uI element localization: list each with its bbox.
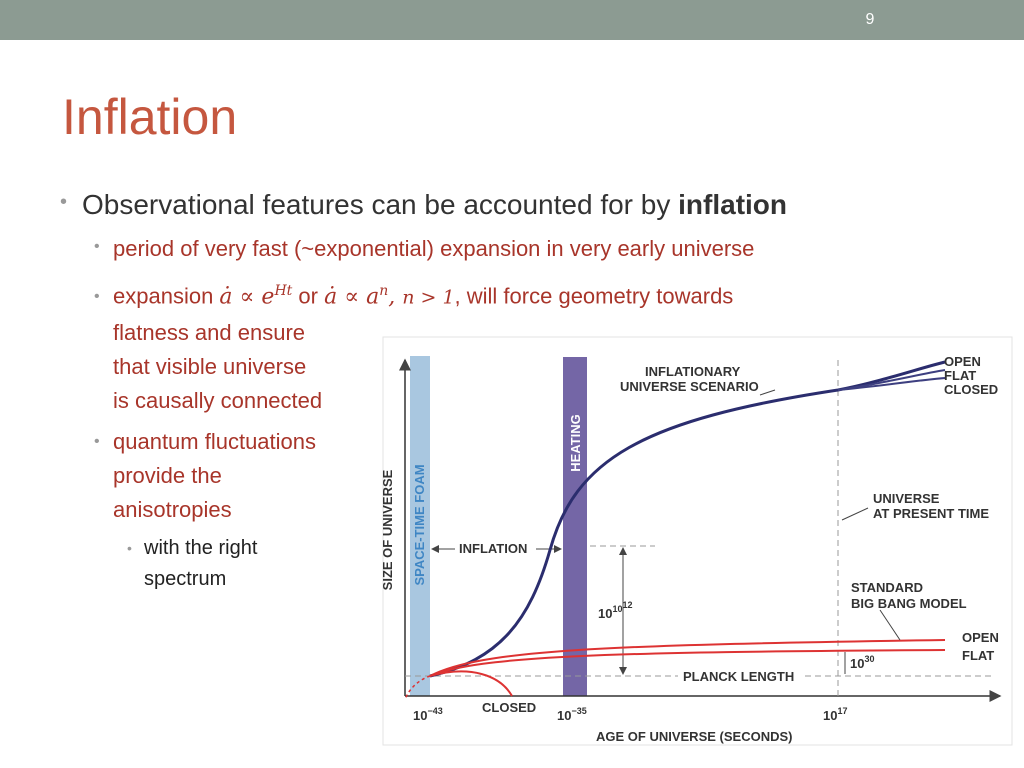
exp: −35: [571, 706, 586, 716]
base: 10: [557, 708, 571, 723]
bullet: •: [94, 433, 100, 450]
bullet-line: with the right: [144, 537, 258, 559]
bullet-text: period of very fast (~exponential) expan…: [113, 236, 755, 261]
math: ȧ ∝ e: [219, 284, 275, 310]
bullet-line: anisotropies: [113, 497, 232, 522]
text: Observational features can be accounted …: [82, 189, 679, 220]
exp: −43: [427, 706, 442, 716]
text: expansion: [113, 283, 220, 309]
inflation-curve: [429, 360, 946, 678]
label: STANDARD: [851, 580, 923, 595]
x-tick-label: 10−35: [557, 706, 587, 723]
x-tick-label: 10−43: [413, 706, 443, 723]
open-red: [429, 639, 946, 677]
exp: 10: [612, 604, 622, 614]
label: FLAT: [962, 648, 994, 663]
bullet-text: expansion ȧ ∝ eHt or ȧ ∝ an, n > 1, will…: [113, 283, 733, 309]
label: 1030: [850, 654, 874, 671]
dashed-red: [404, 675, 431, 701]
label: OPEN: [962, 630, 999, 645]
label: CLOSED: [482, 700, 536, 715]
leader: [759, 389, 776, 396]
y-axis-label: SIZE OF UNIVERSE: [380, 469, 395, 590]
math: n > 1: [402, 286, 455, 309]
label: INFLATIONARY: [645, 364, 741, 379]
base: 10: [413, 708, 427, 723]
leader: [879, 609, 901, 641]
bullet-line: is causally connected: [113, 388, 323, 413]
exp: 12: [622, 600, 632, 610]
leader: [841, 507, 869, 521]
label: FLAT: [944, 368, 976, 383]
foam-band: [410, 356, 430, 696]
bullet-line: quantum fluctuations: [113, 429, 317, 454]
emphasis: inflation: [678, 189, 788, 220]
x-tick-label: 1017: [823, 706, 847, 723]
text: , will force geometry towards: [454, 283, 734, 309]
label: INFLATION: [459, 541, 527, 556]
slide-number: 9: [865, 11, 875, 28]
bullet: •: [127, 540, 132, 556]
flat-red: [429, 649, 946, 677]
base: 10: [598, 606, 612, 621]
bullet-text: Observational features can be accounted …: [82, 189, 787, 221]
label: OPEN: [944, 354, 981, 369]
heating-label: HEATING: [568, 414, 583, 472]
label: 101012: [598, 600, 633, 621]
closed-curve: [837, 377, 946, 391]
bullet-line: spectrum: [144, 568, 227, 590]
text: or: [292, 283, 325, 309]
label: CLOSED: [944, 382, 998, 397]
slide-title: Inflation: [62, 89, 238, 145]
exp: 17: [837, 706, 847, 716]
x-axis-label: AGE OF UNIVERSE (SECONDS): [596, 729, 792, 744]
label: UNIVERSE SCENARIO: [620, 379, 759, 394]
label: PLANCK LENGTH: [683, 669, 794, 684]
label: BIG BANG MODEL: [851, 596, 967, 611]
base: 10: [823, 708, 837, 723]
bullet-line: that visible universe: [113, 354, 307, 379]
bullet-line: flatness and ensure: [113, 320, 306, 345]
bullet: •: [94, 238, 100, 255]
foam-label: SPACE-TIME FOAM: [412, 464, 427, 585]
bullet: •: [94, 288, 100, 305]
math: ȧ ∝ a: [324, 284, 380, 310]
base: 10: [850, 656, 864, 671]
heating-band: [563, 357, 587, 696]
closed-red: [429, 670, 513, 697]
bullet: •: [60, 191, 68, 213]
label: UNIVERSE: [873, 491, 940, 506]
top-bar: [0, 0, 1024, 40]
label: AT PRESENT TIME: [873, 506, 989, 521]
bullet-line: provide the: [113, 463, 222, 488]
math: ,: [388, 284, 403, 310]
exp: 30: [864, 654, 874, 664]
label-bg: [678, 667, 804, 685]
math-sup: n: [379, 283, 389, 299]
math-sup: Ht: [274, 283, 293, 299]
